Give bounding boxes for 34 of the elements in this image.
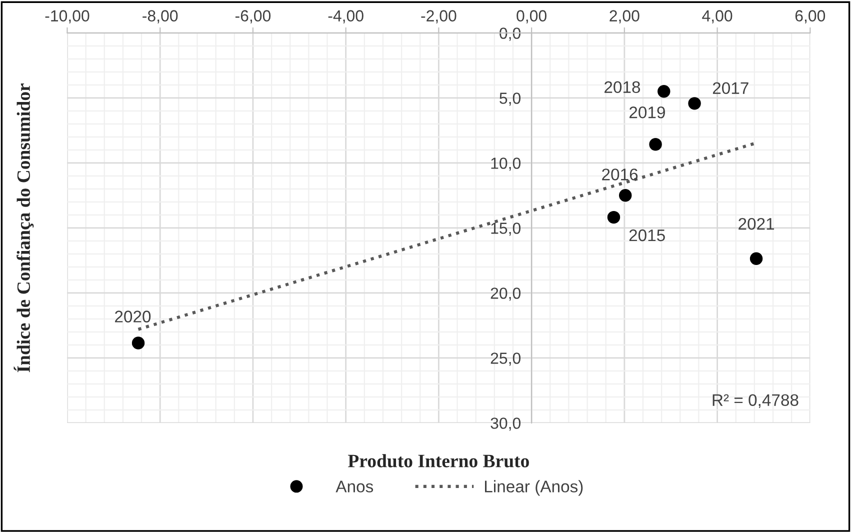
x-tick-label: -4,00 bbox=[328, 10, 364, 24]
x-tick-label: 6,00 bbox=[795, 10, 826, 24]
point bbox=[618, 188, 632, 202]
x-tick-label: 4,00 bbox=[702, 10, 732, 24]
point bbox=[658, 84, 670, 98]
y-tick-label: 15,0 bbox=[491, 222, 521, 236]
point bbox=[750, 252, 763, 266]
x-tick-label: -2,00 bbox=[421, 10, 456, 24]
y-tick-label: 10,0 bbox=[491, 158, 521, 171]
annotation: 2020 bbox=[115, 310, 151, 322]
point bbox=[132, 336, 145, 350]
annotation: 2015 bbox=[629, 229, 665, 242]
point bbox=[607, 210, 620, 224]
x-tick-label: 0,00 bbox=[516, 10, 546, 24]
x-tick-label: -6,00 bbox=[235, 10, 271, 24]
y-tick-label: 30,0 bbox=[490, 418, 521, 431]
x-axis-title: Produto Interno Bruto bbox=[348, 454, 529, 468]
annotation: 2017 bbox=[712, 82, 748, 94]
annotation: 2019 bbox=[630, 106, 665, 118]
annotation: 2018 bbox=[604, 81, 640, 94]
annotation: 2021 bbox=[738, 218, 774, 230]
legend-label: Anos bbox=[336, 480, 374, 492]
x-tick-label: 2,00 bbox=[610, 10, 640, 24]
y-tick-label: 20,0 bbox=[490, 288, 521, 301]
legend-label: Linear (Anos) bbox=[485, 480, 583, 496]
y-tick-label: 25,0 bbox=[490, 352, 521, 366]
annotation: 2016 bbox=[602, 168, 638, 180]
x-tick-label: -10,00 bbox=[45, 10, 90, 24]
y-axis-title: Índice de Confiança do Consumidor bbox=[14, 84, 34, 372]
y-tick-label: 5,0 bbox=[500, 92, 521, 106]
point bbox=[688, 97, 701, 110]
annotation: R² = 0,4788 bbox=[712, 394, 798, 408]
x-tick-label: -8,00 bbox=[142, 10, 178, 24]
point bbox=[649, 138, 662, 151]
